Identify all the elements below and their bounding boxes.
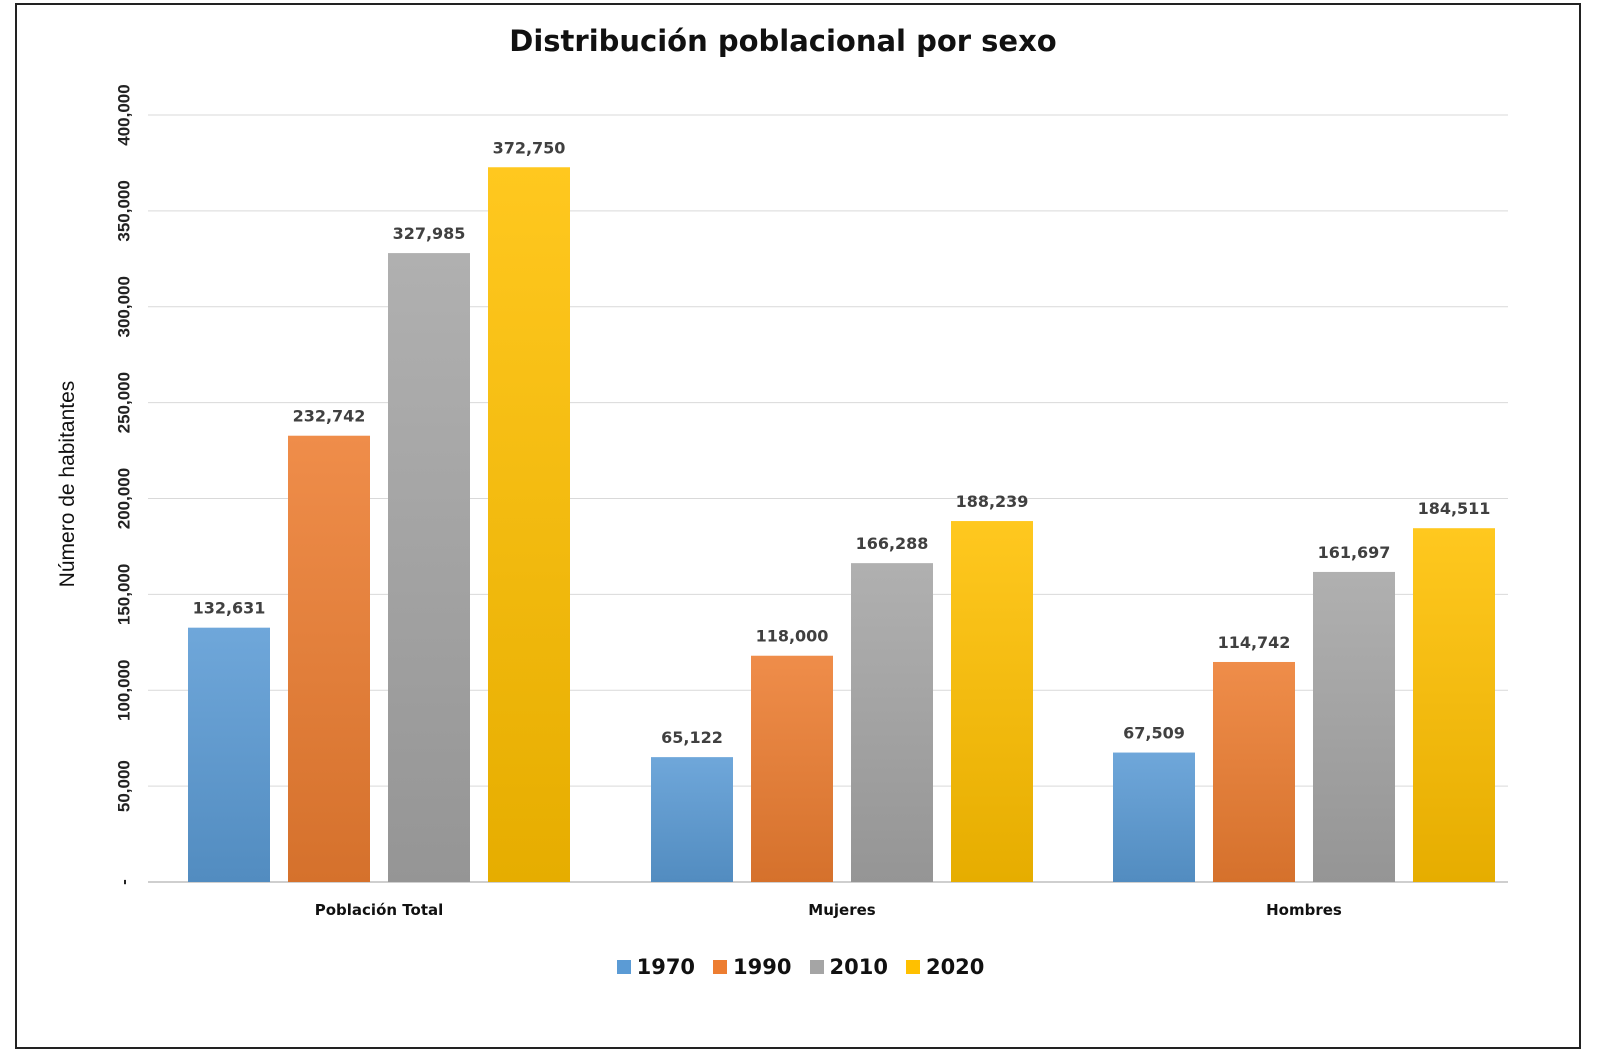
y-tick-label: 350,000	[115, 180, 134, 241]
data-labels: 132,631 232,742 327,985 372,750 65,122 118,00…	[193, 138, 1491, 747]
legend-label: 1990	[733, 955, 792, 979]
x-tick-label: Población Total	[315, 901, 444, 919]
legend-item-1970: 1970	[616, 955, 696, 979]
bar-2010	[388, 253, 470, 883]
bar-1970	[188, 627, 270, 882]
chart-title: Distribución poblacional por sexo	[509, 24, 1057, 58]
bars	[188, 167, 1495, 883]
legend-item-2010: 2010	[809, 955, 888, 979]
legend-item-1990: 1990	[713, 955, 792, 979]
legend-label: 1970	[636, 955, 696, 979]
data-label: 114,742	[1218, 633, 1291, 652]
data-label: 184,511	[1418, 499, 1491, 518]
bar-1990	[751, 655, 833, 882]
y-tick-label: 100,000	[115, 660, 134, 721]
y-tick-label: 250,000	[115, 372, 134, 433]
legend-swatch	[713, 960, 728, 974]
data-label: 161,697	[1318, 543, 1391, 562]
legend-swatch	[905, 960, 920, 974]
y-tick-label: 200,000	[115, 468, 134, 529]
legend: 1970 1990 2010 2020	[0, 955, 1601, 979]
y-tick-label: 300,000	[115, 276, 134, 337]
data-label: 166,288	[856, 534, 929, 553]
legend-label: 2020	[925, 955, 985, 979]
bar-2020	[1413, 528, 1495, 882]
bar-2020	[488, 167, 570, 882]
y-tick-label: 150,000	[115, 564, 134, 625]
bar-1990	[288, 435, 370, 882]
x-tick-label: Hombres	[1266, 901, 1342, 919]
data-label: 327,985	[393, 224, 466, 243]
y-tick-label: -	[115, 879, 134, 885]
data-label: 65,122	[661, 728, 723, 747]
data-label: 67,509	[1123, 724, 1185, 743]
y-tick-label: 400,000	[115, 84, 134, 145]
legend-label: 2010	[829, 955, 888, 979]
data-label: 118,000	[756, 627, 829, 646]
bar-1990	[1213, 661, 1295, 882]
bar-1970	[651, 757, 733, 882]
bar-2010	[851, 563, 933, 882]
data-label: 132,631	[193, 599, 266, 618]
data-label: 232,742	[293, 407, 366, 426]
x-tick-label: Mujeres	[808, 901, 875, 919]
bar-1970	[1113, 752, 1195, 882]
y-tick-label: 50,000	[115, 760, 134, 812]
x-axis-ticks: Población Total Mujeres Hombres	[315, 901, 1342, 919]
data-label: 372,750	[493, 138, 566, 157]
bar-2010	[1313, 571, 1395, 882]
bar-2020	[951, 521, 1033, 882]
legend-swatch	[616, 960, 631, 974]
legend-item-2020: 2020	[905, 955, 985, 979]
data-label: 188,239	[956, 492, 1029, 511]
y-axis-ticks: - 50,000 100,000 150,000 200,000 250,000 300,0…	[115, 84, 134, 885]
legend-swatch	[809, 960, 824, 974]
